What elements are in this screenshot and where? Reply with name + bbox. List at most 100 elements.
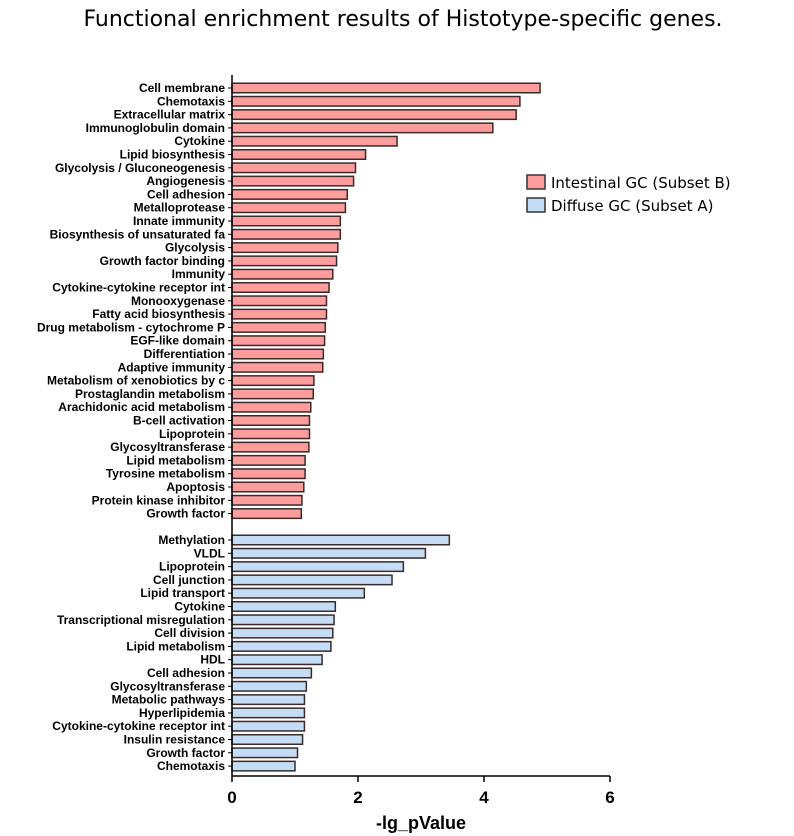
bar [231,401,312,413]
category-label: Glycolysis [165,241,225,255]
category-label: Extracellular matrix [114,108,226,122]
category-label: Immunoglobulin domain [86,121,225,135]
category-label: Chemotaxis [157,759,225,773]
category-label: Glycosyltransferase [110,679,225,693]
category-label: Biosynthesis of unsaturated fa [50,227,226,241]
category-label: Cell adhesion [147,666,225,680]
category-label: Monooxygenase [131,294,225,308]
category-label: Arachidonic acid metabolism [58,400,225,414]
bar [231,175,355,187]
category-label: Metabolic pathways [112,693,226,707]
category-label: Cytokine-cytokine receptor int [52,281,225,295]
x-axis-label: -lg_pValue [376,813,466,833]
bar [231,561,405,573]
category-label: Cell membrane [139,81,225,95]
bar [231,188,349,200]
category-label: Growth factor binding [100,254,225,268]
category-label: Drug metabolism - cytochrome P [37,320,225,334]
category-label: Growth factor [146,507,225,521]
bar [231,215,342,227]
bar [231,242,339,254]
bar [231,308,328,320]
bar [231,135,398,147]
category-label: Lipoprotein [159,560,225,574]
category-label: Metalloprotease [134,201,226,215]
bar [231,162,357,174]
bar [231,760,296,772]
category-label: Methylation [158,533,225,547]
bar [231,494,303,506]
bar [231,361,324,373]
category-label: Tyrosine metabolism [106,467,225,481]
bar [231,335,326,347]
bar [231,109,517,121]
bar [231,508,303,520]
category-label: Fatty acid biosynthesis [92,307,225,321]
category-label: Lipid metabolism [126,639,225,653]
category-label: Apoptosis [166,480,225,494]
category-label: Adaptive immunity [118,360,226,374]
bar [231,614,335,626]
bar [231,534,451,546]
category-label: Hyperlipidemia [139,706,225,720]
bar [231,640,332,652]
bar [231,295,328,307]
bar [231,202,347,214]
category-label: Cell division [154,626,225,640]
category-label: Transcriptional misregulation [57,613,225,627]
category-label: Lipid metabolism [126,453,225,467]
category-label: Lipid transport [140,586,225,600]
category-label: B-cell activation [133,414,225,428]
bar [231,574,393,586]
bar [231,720,306,732]
category-label: EGF-like domain [130,334,225,348]
category-label: Cytokine-cytokine receptor int [52,719,225,733]
chart-title: Functional enrichment results of Histoty… [83,7,722,32]
bar [231,95,521,107]
bar [231,481,305,493]
category-label: Glycolysis / Gluconeogenesis [55,161,225,175]
bar [231,388,315,400]
legend-swatch-intestinal [526,174,546,190]
category-label: Cytokine [174,600,225,614]
category-label: Cell junction [153,573,225,587]
bar [231,707,306,719]
category-label: Lipid biosynthesis [120,148,226,162]
bar [231,747,299,759]
bar [231,441,310,453]
category-label: Glycosyltransferase [110,440,225,454]
bar [231,454,306,466]
bar [231,375,315,387]
category-label: Lipoprotein [159,427,225,441]
bar [231,468,306,480]
legend-swatch-diffuse [526,197,546,213]
x-tick-label: 2 [353,788,362,807]
x-tick-label: 0 [227,788,236,807]
bar [231,587,366,599]
bar [231,348,325,360]
x-tick-label: 6 [605,788,614,807]
category-label: Protein kinase inhibitor [92,493,226,507]
category-label: Differentiation [144,347,225,361]
category-label: Angiogenesis [146,174,225,188]
category-label: Immunity [172,267,226,281]
bar [231,282,330,293]
category-label: Insulin resistance [124,733,226,747]
bar [231,122,494,134]
bar [231,654,323,666]
bar [231,228,342,240]
category-label: Cytokine [174,134,225,148]
bar [231,321,326,333]
bar [231,255,338,267]
category-label: HDL [200,653,225,667]
bar [231,428,311,440]
bar [231,694,306,706]
bar [231,149,367,160]
category-label: Growth factor [146,746,225,760]
category-label: Prostaglandin metabolism [75,387,225,401]
category-label: Innate immunity [133,214,225,228]
bar [231,680,308,692]
bar [231,415,311,426]
legend: Intestinal GC (Subset B) Diffuse GC (Sub… [526,174,731,215]
